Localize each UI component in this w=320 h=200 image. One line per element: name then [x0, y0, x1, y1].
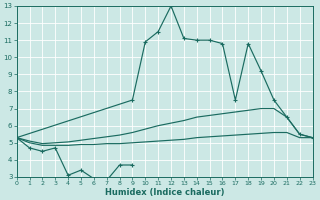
- X-axis label: Humidex (Indice chaleur): Humidex (Indice chaleur): [105, 188, 224, 197]
